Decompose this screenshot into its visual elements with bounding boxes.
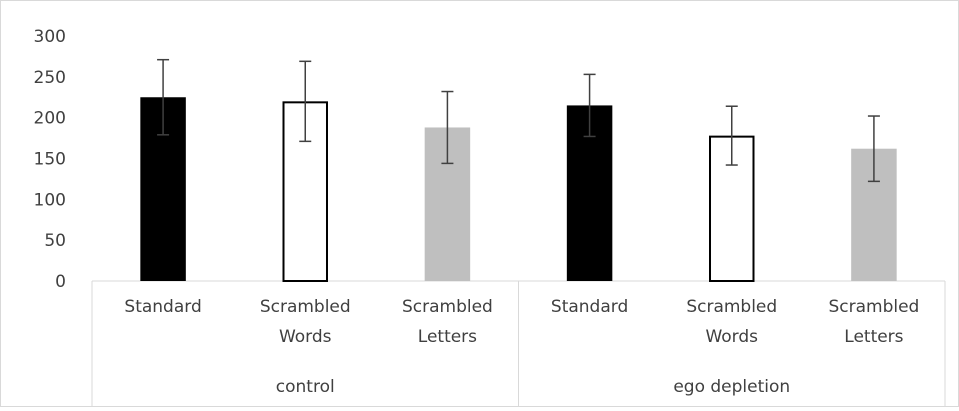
- category-label: Letters: [844, 327, 903, 347]
- y-tick-label: 300: [34, 27, 66, 47]
- category-label: Standard: [124, 297, 201, 317]
- errorbar-layer: [157, 58, 880, 183]
- category-label: Words: [279, 327, 332, 347]
- category-label: Scrambled: [402, 297, 493, 317]
- y-tick-label: 0: [55, 272, 66, 292]
- category-label: Standard: [551, 297, 628, 317]
- y-tick-label: 100: [34, 190, 66, 210]
- axis-layer: 0 50 100 150 200 250 300: [34, 27, 946, 407]
- y-tick-label: 50: [44, 231, 66, 251]
- group-label: control: [276, 377, 335, 397]
- category-label: Words: [705, 327, 758, 347]
- category-label: Scrambled: [686, 297, 777, 317]
- category-label: Scrambled: [828, 297, 919, 317]
- category-label: Letters: [418, 327, 477, 347]
- y-tick-label: 150: [34, 150, 66, 170]
- group-label: ego depletion: [673, 377, 790, 397]
- y-tick-label: 200: [34, 109, 66, 129]
- label-layer: Standard Scrambled Words Scrambled Letters St…: [124, 297, 919, 397]
- y-tick-label: 250: [34, 68, 66, 88]
- category-label: Scrambled: [260, 297, 351, 317]
